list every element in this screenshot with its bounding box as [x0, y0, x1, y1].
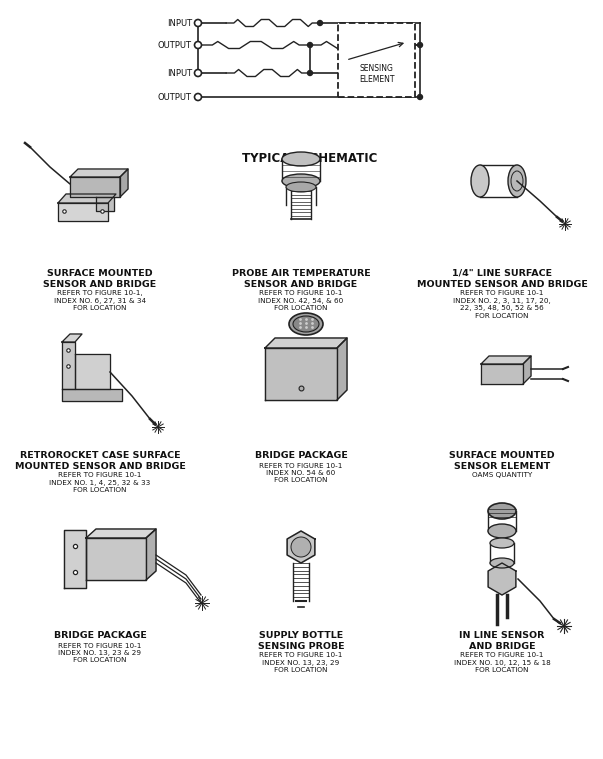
- Text: REFER TO FIGURE 10-1
INDEX NO. 54 & 60
FOR LOCATION: REFER TO FIGURE 10-1 INDEX NO. 54 & 60 F…: [259, 462, 343, 483]
- Text: SURFACE MOUNTED
SENSOR ELEMENT: SURFACE MOUNTED SENSOR ELEMENT: [449, 451, 555, 471]
- Polygon shape: [62, 334, 82, 342]
- Polygon shape: [86, 529, 156, 538]
- Text: BRIDGE PACKAGE: BRIDGE PACKAGE: [254, 451, 347, 460]
- Ellipse shape: [289, 313, 323, 335]
- Text: REFER TO FIGURE 10-1,
INDEX NO. 6, 27, 31 & 34
FOR LOCATION: REFER TO FIGURE 10-1, INDEX NO. 6, 27, 3…: [54, 290, 146, 311]
- Text: OUTPUT: OUTPUT: [158, 40, 192, 49]
- Text: REFER TO FIGURE 10-1
INDEX NO. 1, 4, 25, 32 & 33
FOR LOCATION: REFER TO FIGURE 10-1 INDEX NO. 1, 4, 25,…: [49, 472, 151, 493]
- Polygon shape: [64, 530, 86, 588]
- Text: OUTPUT: OUTPUT: [158, 93, 192, 102]
- Polygon shape: [96, 197, 114, 211]
- Polygon shape: [58, 203, 108, 221]
- Polygon shape: [265, 338, 347, 348]
- Polygon shape: [120, 169, 128, 197]
- Ellipse shape: [490, 538, 514, 548]
- Text: REFER TO FIGURE 10-1
INDEX NO. 42, 54, & 60
FOR LOCATION: REFER TO FIGURE 10-1 INDEX NO. 42, 54, &…: [258, 290, 344, 311]
- Ellipse shape: [488, 503, 516, 519]
- Polygon shape: [86, 538, 146, 580]
- Polygon shape: [481, 364, 523, 384]
- Polygon shape: [70, 169, 128, 177]
- Text: INPUT: INPUT: [167, 68, 192, 77]
- Circle shape: [308, 43, 312, 48]
- Text: SENSING
ELEMENT: SENSING ELEMENT: [359, 65, 394, 83]
- Polygon shape: [62, 342, 75, 389]
- Polygon shape: [58, 194, 116, 203]
- Circle shape: [308, 71, 312, 75]
- Text: REFER TO FIGURE 10-1
INDEX NO. 13, 23 & 29
FOR LOCATION: REFER TO FIGURE 10-1 INDEX NO. 13, 23 & …: [58, 643, 142, 663]
- Ellipse shape: [291, 537, 311, 557]
- Bar: [338, 23, 415, 97]
- Circle shape: [195, 70, 201, 77]
- Circle shape: [318, 20, 323, 26]
- Ellipse shape: [282, 152, 320, 166]
- Polygon shape: [523, 356, 531, 384]
- Text: OAMS QUANTITY: OAMS QUANTITY: [472, 472, 532, 478]
- Text: REFER TO FIGURE 10-1
INDEX NO. 10, 12, 15 & 18
FOR LOCATION: REFER TO FIGURE 10-1 INDEX NO. 10, 12, 1…: [453, 652, 551, 673]
- Ellipse shape: [490, 558, 514, 568]
- Circle shape: [195, 20, 201, 27]
- Circle shape: [195, 42, 201, 49]
- Text: INPUT: INPUT: [167, 18, 192, 27]
- Text: BRIDGE PACKAGE: BRIDGE PACKAGE: [54, 631, 147, 640]
- Ellipse shape: [293, 316, 319, 332]
- Text: TYPICAL SCHEMATIC: TYPICAL SCHEMATIC: [242, 153, 377, 165]
- Ellipse shape: [508, 165, 526, 197]
- Ellipse shape: [286, 182, 316, 192]
- Text: REFER TO FIGURE 10-1
INDEX NO. 13, 23, 29
FOR LOCATION: REFER TO FIGURE 10-1 INDEX NO. 13, 23, 2…: [259, 652, 343, 673]
- Polygon shape: [488, 563, 516, 595]
- Polygon shape: [146, 529, 156, 580]
- Text: PROBE AIR TEMPERATURE
SENSOR AND BRIDGE: PROBE AIR TEMPERATURE SENSOR AND BRIDGE: [232, 269, 370, 289]
- Text: REFER TO FIGURE 10-1
INDEX NO. 2, 3, 11, 17, 20,
22, 35, 48, 50, 52 & 56
FOR LOC: REFER TO FIGURE 10-1 INDEX NO. 2, 3, 11,…: [453, 290, 551, 319]
- Polygon shape: [481, 356, 531, 364]
- Polygon shape: [75, 354, 110, 389]
- Circle shape: [417, 95, 423, 99]
- Text: RETROROCKET CASE SURFACE
MOUNTED SENSOR AND BRIDGE: RETROROCKET CASE SURFACE MOUNTED SENSOR …: [14, 451, 186, 471]
- Text: SUPPLY BOTTLE
SENSING PROBE: SUPPLY BOTTLE SENSING PROBE: [257, 631, 344, 651]
- Polygon shape: [265, 348, 337, 400]
- Polygon shape: [70, 177, 120, 197]
- Circle shape: [417, 43, 423, 48]
- Polygon shape: [337, 338, 347, 400]
- Text: 1/4" LINE SURFACE
MOUNTED SENSOR AND BRIDGE: 1/4" LINE SURFACE MOUNTED SENSOR AND BRI…: [417, 269, 587, 289]
- Ellipse shape: [488, 524, 516, 538]
- Text: IN LINE SENSOR
AND BRIDGE: IN LINE SENSOR AND BRIDGE: [459, 631, 545, 651]
- Ellipse shape: [471, 165, 489, 197]
- Text: SURFACE MOUNTED
SENSOR AND BRIDGE: SURFACE MOUNTED SENSOR AND BRIDGE: [43, 269, 157, 289]
- Polygon shape: [62, 389, 122, 401]
- Ellipse shape: [282, 174, 320, 188]
- Polygon shape: [287, 531, 315, 563]
- Circle shape: [195, 93, 201, 100]
